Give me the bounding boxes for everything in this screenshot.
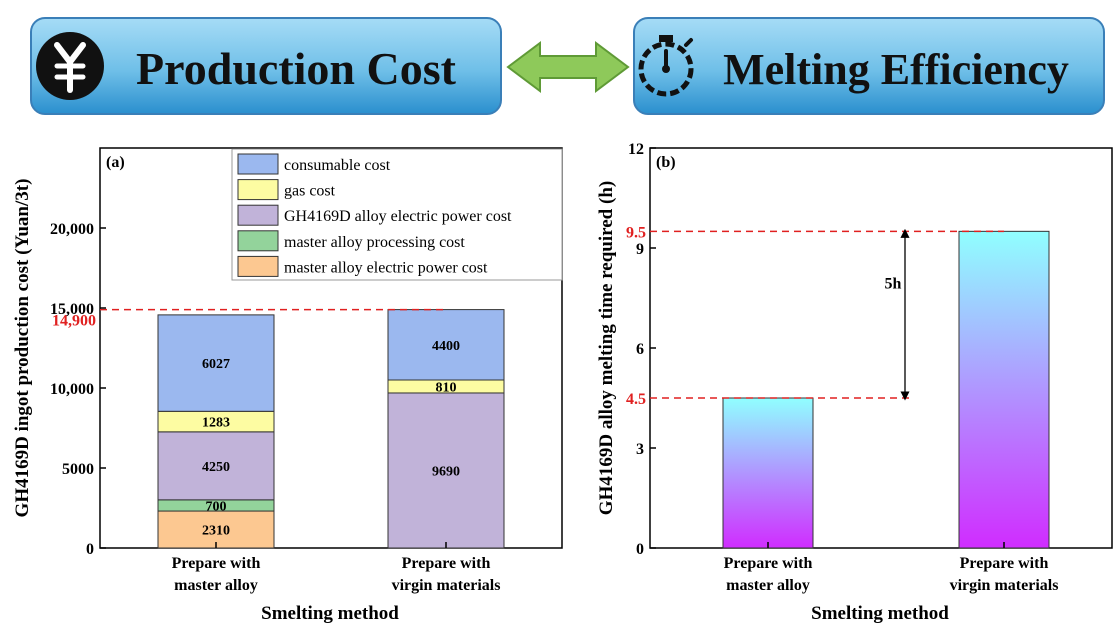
- legend-swatch: [237, 204, 279, 226]
- difference-label: 5h: [885, 276, 902, 293]
- x-tick-label: Prepare with: [402, 555, 491, 572]
- x-tick-label: Prepare with: [960, 555, 1049, 572]
- stopwatch-icon: [638, 35, 694, 97]
- production-cost-chart: 14,900 0 5000 10,000 15,000 20,000 2310 700 42…: [12, 147, 563, 624]
- legend-entry: GH4169D alloy electric power cost: [284, 208, 512, 225]
- y-tick-label: 12: [628, 141, 644, 158]
- x-tick-label: master alloy: [174, 577, 258, 594]
- difference-annotation: 5h: [885, 228, 910, 401]
- y-tick-label: 0: [636, 541, 644, 558]
- reference-label: 4.5: [626, 391, 646, 408]
- chart-b-y-axis-title: GH4169D alloy melting time required (h): [596, 181, 617, 515]
- header-left-banner: Production Cost: [30, 17, 502, 115]
- x-tick-label: virgin materials: [950, 577, 1059, 594]
- bar: [958, 230, 1050, 549]
- bar-segment: [387, 309, 505, 381]
- left-banner-title: Production Cost: [136, 43, 457, 94]
- chart-a-frame: [99, 147, 563, 549]
- y-tick-label: 3: [636, 441, 644, 458]
- segment-value-label: 1283: [202, 416, 230, 431]
- x-tick-label: Prepare with: [724, 555, 813, 572]
- segment-value-label: 4250: [202, 460, 230, 475]
- melting-time-chart: 4.5 9.5 0 3 6 9 12 Prepare with master alloy Pr…: [596, 141, 1113, 624]
- segment-value-label: 4400: [432, 339, 460, 354]
- y-tick-label: 10,000: [50, 381, 94, 398]
- x-tick-label: master alloy: [726, 577, 810, 594]
- segment-value-label: 810: [436, 380, 457, 395]
- segment-value-label: 2310: [202, 524, 230, 539]
- yuan-coin-icon: [36, 32, 104, 100]
- legend-entry: consumable cost: [284, 157, 391, 174]
- chart-a-x-axis-title: Smelting method: [261, 603, 399, 624]
- y-tick-label: 0: [86, 541, 94, 558]
- segment-value-label: 9690: [432, 464, 460, 479]
- header-right-banner: Melting Efficiency: [633, 17, 1105, 115]
- right-banner-title: Melting Efficiency: [723, 45, 1069, 94]
- bar-segment: [157, 314, 275, 412]
- legend: [231, 148, 563, 281]
- y-tick-label: 6: [636, 341, 644, 358]
- legend-entry: gas cost: [284, 183, 336, 200]
- double-arrow-icon: [506, 41, 630, 93]
- reference-label: 9.5: [626, 224, 646, 241]
- segment-value-label: 700: [206, 499, 227, 514]
- chart-b-x-axis-title: Smelting method: [811, 603, 949, 624]
- legend-swatch: [237, 179, 279, 201]
- y-tick-label: 20,000: [50, 221, 94, 238]
- legend-entry: master alloy processing cost: [284, 234, 465, 251]
- legend-swatch: [237, 153, 279, 175]
- bar-segment: [157, 431, 275, 501]
- segment-value-label: 6027: [202, 357, 230, 372]
- legend-swatch: [237, 230, 279, 252]
- chart-a-y-axis-title: GH4169D ingot production cost (Yuan/3t): [12, 179, 33, 518]
- legend-swatch: [237, 255, 279, 277]
- reference-label: 14,900: [52, 313, 96, 330]
- x-tick-label: virgin materials: [392, 577, 501, 594]
- panel-label-b: (b): [656, 154, 676, 171]
- x-tick-label: Prepare with: [172, 555, 261, 572]
- y-tick-label: 5000: [62, 461, 94, 478]
- bar: [722, 397, 814, 549]
- panel-label-a: (a): [106, 154, 125, 171]
- y-tick-label: 15,000: [50, 301, 94, 318]
- legend-entry: master alloy electric power cost: [284, 259, 488, 276]
- y-tick-label: 9: [636, 241, 644, 258]
